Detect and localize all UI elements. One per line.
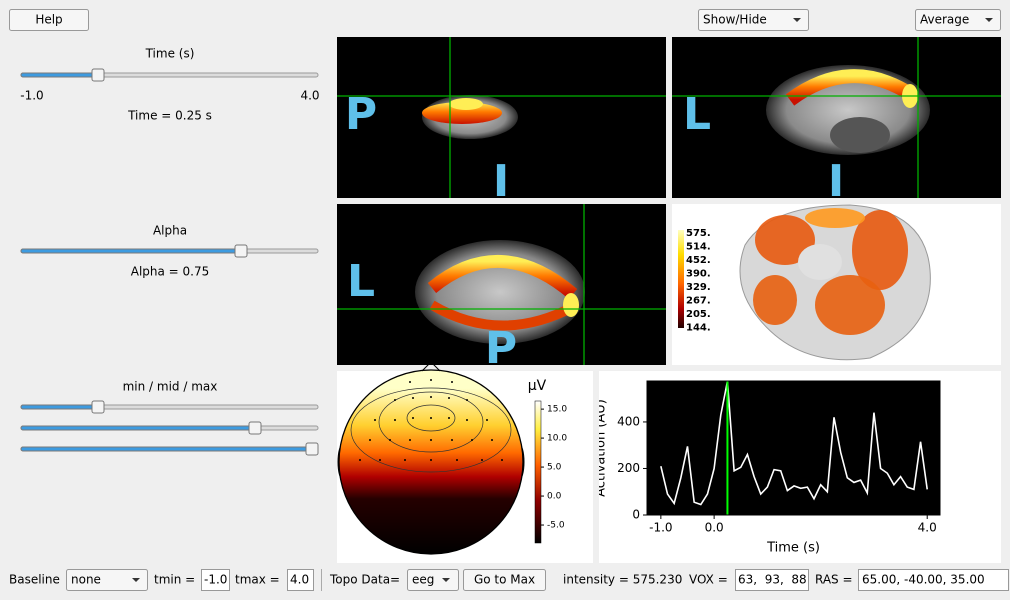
clim-label: min / mid / max xyxy=(123,380,218,394)
time-min: -1.0 xyxy=(20,89,43,103)
x-axis-label: Time (s) xyxy=(766,541,820,556)
timecourse-chart: 0 200 400 -1.0 0.0 4.0 Time (s) Activation (AU) xyxy=(594,380,941,556)
show-hide-label: Show/Hide xyxy=(703,13,767,27)
colorbar-tick-label: 5.0 xyxy=(547,463,562,473)
ras-input[interactable]: 65.00, -40.00, 35.00 xyxy=(858,569,1009,591)
average-label: Average xyxy=(920,13,969,27)
slice-view-2[interactable]: L I xyxy=(672,37,1001,207)
topo-label: Topo Data= xyxy=(329,573,400,587)
topo-value: eeg xyxy=(412,573,434,587)
y-axis-label: Activation (AU) xyxy=(594,399,609,497)
time-max: 4.0 xyxy=(300,89,319,103)
average-combo[interactable]: Average xyxy=(915,9,1001,31)
vox-value: 63, 93, 88 xyxy=(738,573,807,587)
orientation-label: P xyxy=(485,323,517,374)
intensity-readout: intensity = 575.230 xyxy=(563,573,682,587)
bottom-toolbar: Baseline none tmin = -1.0 tmax = 4.0 Top… xyxy=(9,569,1009,591)
slice-view-3[interactable]: L P xyxy=(337,204,666,374)
colorbar-label: 144. xyxy=(686,323,711,334)
tmax-value: 4.0 xyxy=(290,573,309,587)
baseline-value: none xyxy=(71,573,101,587)
show-hide-combo[interactable]: Show/Hide xyxy=(698,9,809,31)
plot-frame xyxy=(646,380,941,516)
help-button[interactable]: Help xyxy=(9,9,89,31)
x-tick-label: 4.0 xyxy=(918,521,937,535)
baseline-label: Baseline xyxy=(9,573,60,587)
slice-view-1[interactable]: P I xyxy=(337,37,666,207)
tmin-label: tmin = xyxy=(154,573,195,587)
colorbar-label: 514. xyxy=(686,242,711,253)
plot-area xyxy=(647,381,940,515)
clim-max-slider[interactable] xyxy=(20,442,319,456)
colorbar-tick-label: -5.0 xyxy=(547,521,565,531)
ras-label: RAS = xyxy=(815,573,853,587)
colorbar-tick-label: 10.0 xyxy=(547,434,567,444)
line xyxy=(660,381,929,506)
time-slider[interactable] xyxy=(20,68,319,82)
y-tick-label: 400 xyxy=(617,414,640,428)
go-to-max-button[interactable]: Go to Max xyxy=(463,569,546,591)
orientation-label: L xyxy=(347,256,375,307)
colorbar-label: 452. xyxy=(686,255,711,266)
time-label: Time (s) xyxy=(145,47,195,61)
orientation-label: I xyxy=(828,156,844,207)
alpha-label: Alpha xyxy=(153,224,187,238)
orientation-label: P xyxy=(345,89,377,140)
y-tick-label: 200 xyxy=(617,461,640,475)
alpha-slider[interactable] xyxy=(20,244,319,258)
colorbar-tick-label: 15.0 xyxy=(547,405,567,415)
clim-mid-slider[interactable] xyxy=(20,421,319,435)
colorbar-label: 267. xyxy=(686,296,711,307)
x-tick-label: 0.0 xyxy=(705,521,724,535)
y-axis-label-clip: Activation (AU) xyxy=(594,399,609,497)
ras-value: 65.00, -40.00, 35.00 xyxy=(862,573,985,587)
topomap: μV 15.0 10.0 5.0 0.0 -5.0 xyxy=(337,361,593,563)
colorbar-tick-label: 0.0 xyxy=(547,492,562,502)
colorbar-label: 390. xyxy=(686,269,711,280)
colorbar-label: 575. xyxy=(686,228,711,239)
topomap-unit: μV xyxy=(528,378,547,394)
alpha-readout: Alpha = 0.75 xyxy=(131,265,210,279)
tmax-label: tmax = xyxy=(235,573,280,587)
vox-label: VOX = xyxy=(689,573,728,587)
3d-view[interactable]: 575. 514. 452. 390. 329. 267. 205. 144. xyxy=(672,204,1001,365)
x-tick-label: -1.0 xyxy=(649,521,672,535)
clim-min-slider[interactable] xyxy=(20,400,319,414)
tmin-input[interactable]: -1.0 xyxy=(201,569,230,591)
go-to-max-label: Go to Max xyxy=(474,573,535,587)
colorbar-label: 205. xyxy=(686,309,711,320)
orientation-label: I xyxy=(493,156,509,207)
tmax-input[interactable]: 4.0 xyxy=(287,569,314,591)
orientation-label: L xyxy=(683,89,711,140)
colorbar-label: 329. xyxy=(686,282,711,293)
baseline-combo[interactable]: none xyxy=(66,569,148,591)
time-readout: Time = 0.25 s xyxy=(127,109,212,123)
topo-combo[interactable]: eeg xyxy=(407,569,459,591)
vox-input[interactable]: 63, 93, 88 xyxy=(735,569,809,591)
tmin-value: -1.0 xyxy=(204,573,227,587)
y-tick-label: 0 xyxy=(632,508,640,522)
help-label: Help xyxy=(35,13,62,27)
